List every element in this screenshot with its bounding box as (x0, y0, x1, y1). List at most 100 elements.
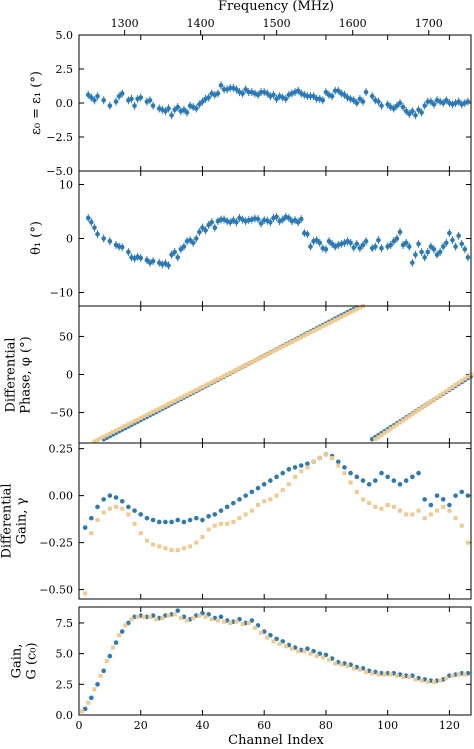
data-point (450, 385, 455, 390)
data-point (333, 661, 338, 666)
data-point (228, 370, 233, 375)
data-point (231, 519, 236, 524)
data-point (416, 470, 421, 476)
data-point (323, 89, 329, 95)
data-point (308, 330, 313, 335)
data-point (298, 216, 304, 222)
data-point (459, 241, 465, 247)
data-point (138, 531, 143, 536)
data-point (422, 403, 427, 408)
data-point (144, 515, 150, 521)
data-point (107, 493, 113, 498)
data-point (259, 355, 264, 360)
data-point (240, 91, 245, 96)
data-point (326, 238, 332, 244)
data-point (252, 625, 257, 630)
data-point (126, 504, 131, 510)
y-tick-label: 50 (59, 330, 73, 343)
data-point (277, 641, 282, 646)
data-point (129, 96, 134, 102)
data-point (348, 480, 353, 485)
data-point (169, 519, 174, 525)
data-point (271, 92, 276, 98)
data-point (274, 347, 279, 352)
panel-frame (78, 170, 472, 307)
data-point (323, 247, 329, 252)
data-point (441, 504, 446, 509)
data-point (113, 640, 119, 645)
data-point (119, 629, 125, 634)
data-point (280, 217, 286, 222)
data-point (295, 220, 301, 225)
data-point (172, 107, 177, 113)
data-point (135, 417, 140, 422)
data-point (83, 591, 88, 596)
data-point (209, 617, 214, 622)
data-point (342, 471, 347, 476)
data-point (447, 387, 452, 392)
data-point (351, 666, 356, 671)
data-point (444, 389, 449, 394)
data-point (243, 87, 248, 92)
data-point (157, 406, 162, 411)
data-point (388, 426, 393, 431)
data-point (335, 88, 341, 94)
data-point (185, 392, 190, 397)
data-point (119, 91, 125, 96)
data-point (369, 93, 375, 99)
data-point (95, 518, 100, 523)
data-point (200, 517, 205, 523)
data-point (178, 247, 184, 252)
data-point (163, 108, 168, 114)
data-point (255, 216, 261, 222)
data-point (240, 364, 245, 369)
data-point (188, 391, 193, 396)
data-point (397, 482, 403, 487)
data-point (367, 501, 372, 506)
data-point (203, 614, 208, 619)
data-point (345, 663, 350, 668)
data-point (89, 515, 94, 521)
data-point (317, 325, 322, 330)
data-point (113, 99, 119, 104)
data-point (425, 401, 430, 406)
data-point (410, 512, 415, 517)
data-point (385, 474, 390, 480)
data-point (197, 613, 202, 618)
data-point (225, 521, 230, 526)
data-point (218, 614, 224, 620)
data-point (459, 523, 464, 528)
y-tick-label: 10 (59, 179, 73, 192)
panel-3: −50 0 50 Differential Phase, φ (°) (4, 304, 474, 444)
data-point (80, 709, 85, 714)
data-point (89, 531, 94, 536)
series-1 (101, 305, 474, 442)
data-point (215, 377, 220, 382)
data-point (234, 367, 239, 372)
data-point (398, 420, 403, 425)
data-point (126, 422, 131, 427)
data-point (305, 231, 310, 237)
data-point (169, 112, 174, 118)
data-point (101, 497, 106, 502)
data-point (434, 493, 440, 498)
panel-frame (78, 34, 472, 172)
data-point (453, 244, 458, 249)
data-point (261, 482, 267, 487)
data-point (465, 99, 471, 104)
data-point (95, 437, 100, 442)
data-point (212, 512, 218, 517)
data-point (256, 356, 261, 361)
data-point (206, 514, 211, 519)
data-point (416, 407, 421, 412)
data-point (376, 99, 381, 104)
data-point (299, 335, 304, 340)
data-point (298, 463, 304, 468)
data-point (156, 519, 162, 525)
data-point (218, 375, 223, 380)
data-point (82, 525, 88, 530)
data-point (264, 91, 270, 96)
data-point (215, 91, 221, 96)
data-point (92, 97, 97, 103)
data-point (224, 504, 230, 510)
